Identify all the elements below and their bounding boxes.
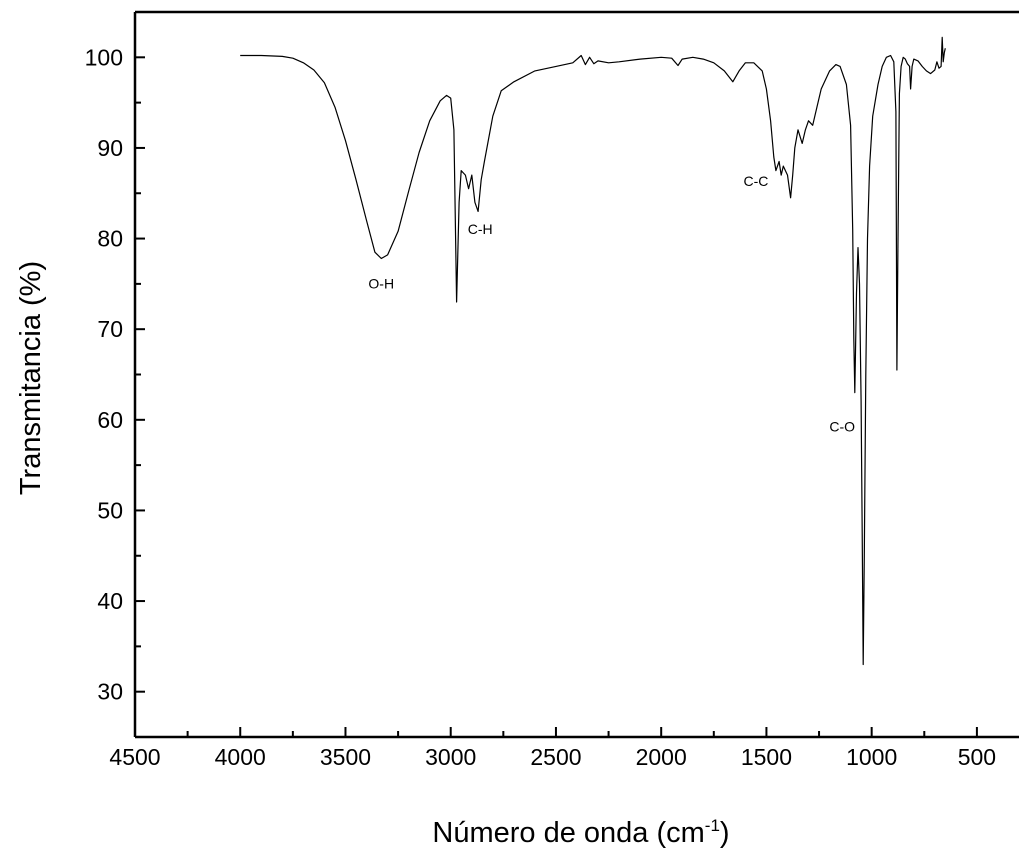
x-tick-label: 4500 (109, 744, 160, 770)
y-tick-label: 30 (97, 679, 123, 705)
x-tick-label: 2500 (530, 744, 581, 770)
y-tick-label: 50 (97, 497, 123, 523)
peak-annotation-label: C-C (743, 173, 768, 189)
peak-annotations: O-H C-H C-C C-O (368, 173, 855, 435)
plot-axes (133, 10, 1019, 739)
x-axis-title-superscript: -1 (705, 816, 720, 835)
peak-annotation-label: C-O (829, 419, 855, 435)
x-tick-label: 1500 (741, 744, 792, 770)
x-axis-title: Número de onda (cm-1) (432, 816, 729, 849)
x-axis-title-main: Número de onda (cm (432, 817, 704, 849)
axis-ticks (134, 11, 978, 737)
y-tick-label: 60 (97, 407, 123, 433)
y-tick-label: 80 (97, 226, 123, 252)
axis-tick-labels: 4500 4000 3500 3000 2500 2000 1500 1000 500 30 40 5… (85, 44, 996, 770)
x-axis-title-close: ) (720, 817, 730, 849)
x-tick-label: 3000 (425, 744, 476, 770)
peak-annotation-label: C-H (468, 221, 493, 237)
x-tick-label: 4000 (215, 744, 266, 770)
x-tick-label: 3500 (320, 744, 371, 770)
y-tick-label: 90 (97, 135, 123, 161)
x-tick-label: 1000 (846, 744, 897, 770)
y-tick-label: 100 (85, 44, 123, 70)
y-tick-label: 70 (97, 316, 123, 342)
peak-annotation-label: O-H (368, 275, 394, 291)
y-axis-title: Transmitancia (%) (15, 261, 47, 495)
spectrum-line (240, 36, 946, 666)
y-tick-label: 40 (97, 588, 123, 614)
x-tick-label: 500 (958, 744, 996, 770)
x-tick-label: 2000 (636, 744, 687, 770)
